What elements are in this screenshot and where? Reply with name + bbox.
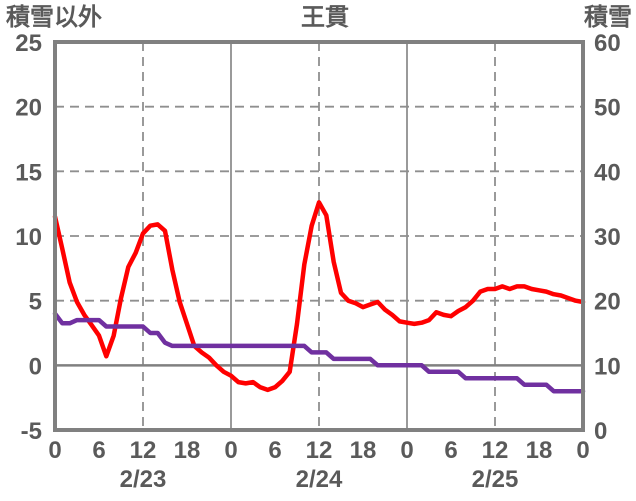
x-tick-label: 0	[224, 437, 237, 464]
right-tick-label: 60	[594, 30, 621, 57]
x-tick-label: 12	[482, 437, 509, 464]
date-label: 2/23	[120, 466, 167, 493]
right-tick-label: 10	[594, 353, 621, 380]
x-tick-label: 18	[526, 437, 553, 464]
chart-title: 王貫	[301, 4, 349, 31]
left-tick-label: 20	[15, 95, 42, 122]
right-tick-label: 20	[594, 289, 621, 316]
left-tick-label: 0	[29, 353, 42, 380]
x-tick-label: 18	[350, 437, 377, 464]
right-tick-label: 50	[594, 95, 621, 122]
left-axis-caption: 積雪以外	[6, 4, 102, 31]
plot-border	[53, 40, 585, 432]
x-tick-label: 6	[268, 437, 281, 464]
x-tick-label: 6	[92, 437, 105, 464]
right-tick-label: 40	[594, 159, 621, 186]
x-tick-label: 0	[48, 437, 61, 464]
right-tick-label: 30	[594, 224, 621, 251]
left-tick-label: -5	[21, 418, 42, 445]
x-tick-label: 18	[174, 437, 201, 464]
x-tick-label: 0	[576, 437, 589, 464]
left-tick-label: 25	[15, 30, 42, 57]
left-tick-label: 10	[15, 224, 42, 251]
x-tick-label: 0	[400, 437, 413, 464]
series-line-red	[52, 200, 586, 393]
date-label: 2/25	[472, 466, 519, 493]
x-tick-label: 12	[130, 437, 157, 464]
left-tick-label: 5	[29, 289, 42, 316]
left-tick-label: 15	[15, 159, 42, 186]
series-line-purple	[52, 311, 586, 394]
x-tick-label: 6	[444, 437, 457, 464]
date-label: 2/24	[296, 466, 343, 493]
right-axis-caption: 積雪	[584, 4, 632, 31]
right-tick-label: 0	[594, 418, 607, 445]
x-tick-label: 12	[306, 437, 333, 464]
